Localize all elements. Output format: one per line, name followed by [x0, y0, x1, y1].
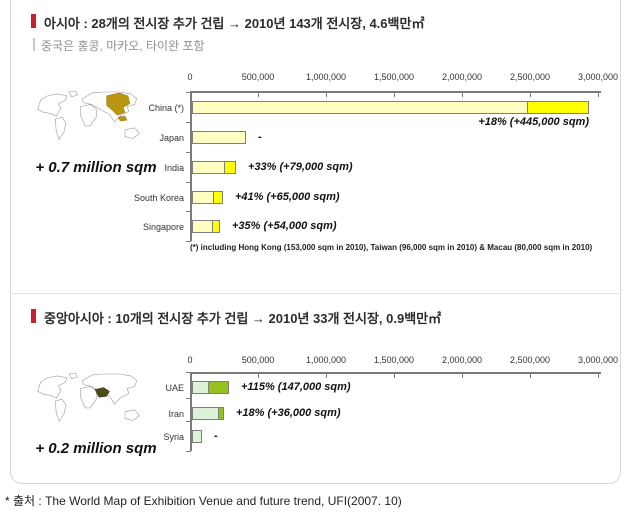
bar-add-segment: [213, 191, 223, 204]
source-note: * 출처 : The World Map of Exhibition Venue…: [5, 494, 402, 508]
section-central-asia-title: 중앙아시아 : 10개의 전시장 추가 건립 → 2010년 33개 전시장, …: [44, 311, 442, 326]
bar-base-segment: [192, 161, 225, 174]
world-map-asia-highlight-icon: [37, 90, 140, 140]
category-axis-tick: [186, 211, 191, 212]
bar-add-segment: [218, 407, 224, 420]
bar-base-segment: [192, 131, 246, 144]
bar-annotation: +41% (+65,000 sqm): [235, 191, 340, 203]
world-map-mideast-highlight-icon: [37, 372, 140, 422]
axis-tick-label: 3,000,000: [577, 355, 619, 365]
axis-tick-label: 500,000: [241, 355, 275, 365]
category-axis-tick: [186, 372, 191, 373]
category-axis-line: [190, 372, 192, 451]
value-axis-line: [190, 372, 601, 374]
axis-tick-label: 3,000,000: [577, 72, 619, 82]
asia-chart-footnote: (*) including Hong Kong (153,000 sqm in …: [190, 243, 593, 252]
bar-add-segment: [212, 220, 220, 233]
bar-base-segment: [192, 220, 213, 233]
central-asia-map-caption: + 0.2 million sqm: [35, 440, 157, 457]
bar-base-segment: [192, 430, 202, 443]
category-axis-tick: [186, 182, 191, 183]
category-label: Japan: [159, 133, 184, 143]
axis-tick-mark: [530, 374, 531, 378]
axis-tick-label: 1,000,000: [305, 72, 347, 82]
axis-tick-mark: [598, 374, 599, 378]
axis-tick-mark: [258, 93, 259, 97]
category-axis-line: [190, 91, 192, 241]
bar-base-segment: [192, 407, 219, 420]
axis-tick-label: 1,000,000: [305, 355, 347, 365]
bar-annotation: +115% (147,000 sqm): [241, 381, 351, 393]
axis-tick-label: 2,000,000: [441, 355, 483, 365]
bar-base-segment: [192, 381, 209, 394]
category-label: Singapore: [142, 222, 184, 232]
axis-tick-mark: [530, 93, 531, 97]
category-axis-tick: [186, 241, 191, 242]
category-label: South Korea: [133, 193, 184, 203]
section-divider: [11, 293, 619, 294]
category-axis-tick: [186, 421, 191, 422]
red-bullet-bar: [31, 309, 36, 323]
axis-tick-mark: [462, 93, 463, 97]
axis-tick-mark: [598, 93, 599, 97]
bar-add-segment: [224, 161, 236, 174]
bar-add-segment: [208, 381, 229, 394]
bar-add-segment: [527, 101, 589, 114]
category-axis-tick: [186, 451, 191, 452]
gray-bullet-bar: [33, 38, 35, 51]
bar-annotation: +33% (+79,000 sqm): [248, 161, 353, 173]
category-label: UAE: [165, 383, 184, 393]
bar-annotation: -: [258, 131, 262, 143]
axis-tick-mark: [462, 374, 463, 378]
category-label: Syria: [163, 432, 184, 442]
axis-tick-mark: [326, 374, 327, 378]
axis-tick-label: 0: [187, 72, 193, 82]
axis-tick-mark: [394, 93, 395, 97]
content-panel: [10, 0, 621, 484]
category-axis-tick: [186, 152, 191, 153]
axis-tick-label: 2,000,000: [441, 72, 483, 82]
asia-highlight-region: [106, 92, 131, 116]
bar-base-segment: [192, 101, 528, 114]
bar-annotation: -: [214, 430, 218, 442]
axis-tick-mark: [394, 374, 395, 378]
axis-tick-label: 2,500,000: [509, 355, 551, 365]
category-axis-tick: [186, 92, 191, 93]
bar-annotation: +18% (+36,000 sqm): [236, 407, 341, 419]
axis-tick-label: 2,500,000: [509, 72, 551, 82]
category-label: Iran: [168, 409, 184, 419]
value-axis-line: [190, 91, 601, 93]
section-asia-title: 아시아 : 28개의 전시장 추가 건립 → 2010년 143개 전시장, 4…: [44, 16, 425, 31]
category-axis-tick: [186, 122, 191, 123]
category-axis-tick: [186, 398, 191, 399]
axis-tick-label: 1,500,000: [373, 355, 415, 365]
axis-tick-label: 500,000: [241, 72, 275, 82]
bar-annotation: +18% (+445,000 sqm): [478, 116, 589, 128]
bar-annotation: +35% (+54,000 sqm): [232, 220, 337, 232]
axis-tick-label: 1,500,000: [373, 72, 415, 82]
section-asia-subtitle: 중국은 홍콩, 마카오, 타이완 포함: [41, 39, 205, 53]
category-label: China (*): [148, 103, 184, 113]
bar-base-segment: [192, 191, 214, 204]
category-label: India: [164, 163, 184, 173]
mideast-highlight-region: [94, 387, 110, 398]
asia-map-caption: + 0.7 million sqm: [35, 159, 157, 176]
red-bullet-bar: [31, 14, 36, 28]
axis-tick-mark: [326, 93, 327, 97]
axis-tick-label: 0: [187, 355, 193, 365]
axis-tick-mark: [258, 374, 259, 378]
